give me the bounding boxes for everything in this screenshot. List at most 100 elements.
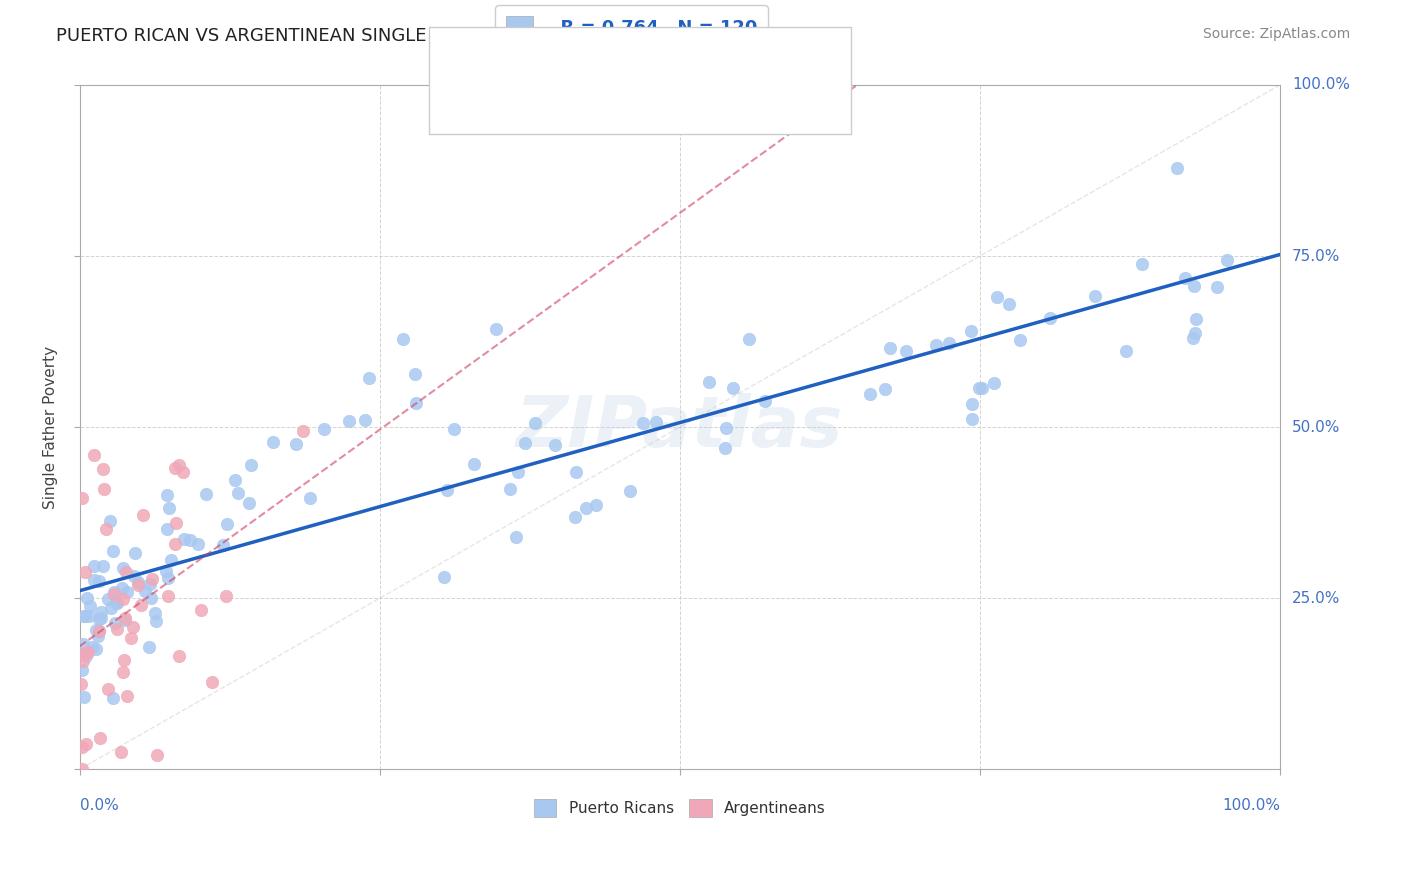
Text: 50.0%: 50.0% — [1292, 419, 1340, 434]
Point — [75, 609, 97, 624]
Point — [436, 483, 458, 498]
Point — [1130, 257, 1153, 271]
Point — [524, 417, 547, 431]
Point — [110, 745, 132, 759]
Point — [354, 413, 377, 427]
Point — [1084, 289, 1107, 303]
Point — [697, 376, 720, 390]
Point — [1205, 280, 1227, 294]
Point — [103, 584, 125, 599]
Point — [721, 381, 744, 395]
Point — [145, 614, 167, 628]
Point — [619, 484, 641, 499]
Point — [299, 491, 322, 506]
Point — [103, 615, 125, 630]
Point — [72, 636, 94, 650]
Point — [585, 498, 607, 512]
Point — [156, 590, 179, 604]
Point — [463, 457, 485, 471]
Point — [1115, 343, 1137, 358]
Point — [139, 577, 162, 591]
Point — [575, 500, 598, 515]
Point — [77, 609, 100, 624]
Point — [226, 486, 249, 500]
Point — [190, 603, 212, 617]
Point — [83, 574, 105, 588]
Point — [1185, 312, 1208, 326]
Point — [195, 487, 218, 501]
Point — [146, 748, 169, 763]
Point — [1216, 253, 1239, 268]
Point — [357, 370, 380, 384]
Point — [73, 646, 96, 660]
Point — [70, 491, 93, 506]
Point — [90, 611, 112, 625]
Point — [505, 530, 527, 544]
Point — [87, 574, 110, 589]
Point — [115, 585, 138, 599]
Point — [212, 538, 235, 552]
Point — [1182, 279, 1205, 293]
Point — [960, 324, 983, 338]
Point — [506, 465, 529, 479]
Point — [716, 420, 738, 434]
Point — [84, 642, 107, 657]
Point — [433, 570, 456, 584]
Point — [201, 675, 224, 690]
Point — [238, 495, 260, 509]
Point — [998, 297, 1021, 311]
Point — [91, 461, 114, 475]
Point — [98, 514, 121, 528]
Point — [112, 561, 135, 575]
Point — [76, 591, 98, 606]
Point — [115, 565, 138, 579]
Y-axis label: Single Father Poverty: Single Father Poverty — [44, 345, 58, 508]
Point — [143, 606, 166, 620]
Point — [513, 436, 536, 450]
Point — [163, 536, 186, 550]
Point — [284, 436, 307, 450]
Point — [97, 591, 120, 606]
Point — [138, 640, 160, 654]
Point — [938, 335, 960, 350]
Point — [87, 624, 110, 639]
Text: ZIPatlas: ZIPatlas — [516, 392, 844, 462]
Point — [112, 653, 135, 667]
Point — [499, 482, 522, 496]
Point — [896, 343, 918, 358]
Point — [93, 482, 115, 496]
Point — [100, 601, 122, 615]
Point — [859, 387, 882, 401]
Point — [404, 367, 426, 381]
Point — [1174, 270, 1197, 285]
Point — [405, 396, 427, 410]
Text: 100.0%: 100.0% — [1292, 78, 1350, 93]
Point — [75, 737, 97, 751]
Point — [1039, 311, 1062, 326]
Point — [292, 424, 315, 438]
Point — [738, 332, 761, 346]
Point — [179, 533, 201, 547]
Point — [967, 382, 990, 396]
Point — [105, 622, 128, 636]
Point — [159, 553, 181, 567]
Text: 75.0%: 75.0% — [1292, 249, 1340, 263]
Point — [75, 648, 97, 663]
Point — [156, 488, 179, 502]
Point — [172, 465, 194, 479]
Legend: Puerto Ricans, Argentineans: Puerto Ricans, Argentineans — [527, 792, 832, 823]
Point — [101, 691, 124, 706]
Text: 100.0%: 100.0% — [1222, 798, 1279, 814]
Point — [115, 689, 138, 703]
Point — [84, 624, 107, 638]
Point — [121, 632, 143, 646]
Point — [73, 690, 96, 704]
Point — [1010, 333, 1032, 347]
Point — [960, 411, 983, 425]
Point — [159, 500, 181, 515]
Point — [314, 422, 336, 436]
Point — [114, 611, 136, 625]
Point — [124, 546, 146, 560]
Point — [127, 577, 149, 591]
Point — [645, 415, 668, 429]
